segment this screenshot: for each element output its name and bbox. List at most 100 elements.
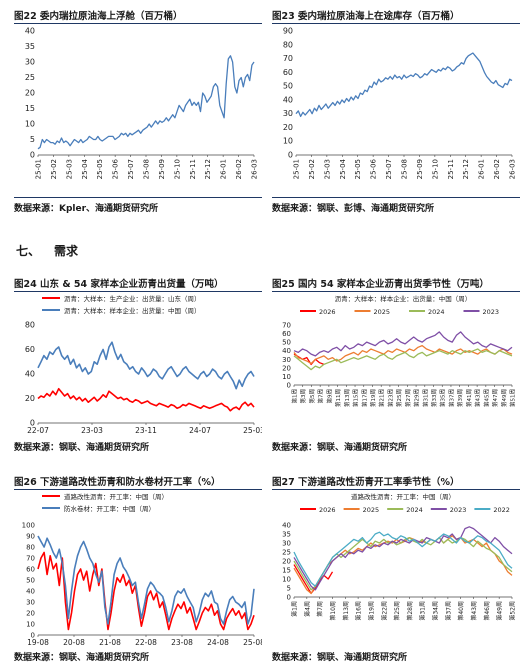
x-tick-label: 第1周 bbox=[291, 601, 299, 617]
y-tick-label: 20 bbox=[283, 123, 293, 132]
y-tick-label: 40 bbox=[25, 27, 35, 36]
y-tick-label: 50 bbox=[26, 577, 35, 585]
x-tick-label: 第16周 bbox=[355, 601, 363, 621]
legend-label: 2023 bbox=[483, 308, 500, 316]
y-tick-label: 0 bbox=[30, 151, 35, 160]
x-tick-label: 第5周 bbox=[308, 389, 316, 404]
legend-label: 2025 bbox=[374, 308, 391, 316]
legend-header: 沥青：大样本：样本企业：出货量：中国（周） bbox=[335, 294, 472, 303]
data-source: 数据来源：钢联、海通期货研究所 bbox=[14, 443, 150, 453]
figure-title: 图22 委内瑞拉原油海上浮舱（百万桶） bbox=[14, 11, 183, 22]
x-tick-label: 第37周 bbox=[444, 601, 452, 621]
section-heading: 七、 需求 bbox=[16, 242, 92, 259]
series-line bbox=[37, 55, 255, 150]
x-tick-label: 25-03 bbox=[323, 159, 331, 179]
legend-label: 2024 bbox=[428, 308, 445, 316]
y-tick-label: 40 bbox=[282, 347, 291, 355]
x-tick-label: 23-03 bbox=[81, 426, 103, 435]
x-tick-label: 25-01 bbox=[293, 159, 301, 179]
x-tick-label: 24-08 bbox=[207, 638, 229, 645]
x-tick-label: 25-08 bbox=[401, 159, 409, 179]
x-tick-label: 第4周 bbox=[303, 601, 311, 617]
y-tick-label: 25 bbox=[25, 73, 35, 82]
y-tick-label: 90 bbox=[26, 533, 35, 541]
x-tick-label: 第22周 bbox=[380, 601, 388, 621]
data-source: 数据来源：Kpler、海通期货研究所 bbox=[14, 204, 159, 214]
x-tick-label: 第3周 bbox=[299, 389, 307, 404]
x-tick-label: 第51周 bbox=[509, 389, 517, 407]
x-tick-label: 25-06 bbox=[370, 158, 378, 179]
x-tick-label: 第49周 bbox=[500, 389, 508, 407]
data-source: 数据来源：钢联、海通期货研究所 bbox=[272, 653, 408, 663]
x-tick-label: 第13周 bbox=[343, 389, 351, 407]
x-tick-label: 第28周 bbox=[406, 601, 414, 621]
line-chart: 道路改性沥青：开工率：中国（周） 2026 2025 2024 2023 2022 0510… bbox=[282, 492, 517, 621]
title-rule bbox=[14, 291, 262, 292]
y-tick-label: 10 bbox=[26, 621, 35, 629]
x-tick-label: 25-05 bbox=[96, 159, 104, 179]
x-tick-label: 26-03 bbox=[251, 159, 259, 179]
legend-label: 2026 bbox=[319, 308, 336, 316]
x-tick-label: 25-08 bbox=[243, 638, 262, 645]
y-tick-label: 60 bbox=[26, 566, 35, 574]
line-chart: 0 5 10 15 20 25 30 35 40 25-01 25-02 25-03 25-04 25-0… bbox=[25, 27, 259, 180]
line-chart: 沥青：大样本：生产企业：出货量：山东（周） 沥青：大样本：样本企业：出货量：中国（… bbox=[25, 294, 262, 435]
x-tick-label: 22-07 bbox=[27, 426, 49, 435]
series-line bbox=[293, 536, 513, 591]
x-tick-label: 第15周 bbox=[352, 389, 360, 407]
x-tick-label: 25-12 bbox=[204, 159, 212, 179]
x-tick-label: 26-01 bbox=[220, 159, 228, 179]
source-rule bbox=[272, 197, 520, 198]
x-tick-label: 第49周 bbox=[496, 601, 504, 621]
y-tick-label: 35 bbox=[25, 42, 35, 51]
x-tick-label: 25-10 bbox=[431, 159, 439, 179]
y-tick-label: 80 bbox=[26, 544, 35, 552]
y-tick-label: 70 bbox=[282, 322, 291, 330]
y-tick-label: 90 bbox=[283, 27, 293, 36]
y-tick-label: 50 bbox=[283, 82, 293, 91]
x-tick-label: 第25周 bbox=[395, 389, 403, 407]
y-tick-label: 0 bbox=[288, 151, 293, 160]
y-tick-label: 30 bbox=[283, 109, 293, 118]
y-tick-label: 10 bbox=[283, 137, 293, 146]
x-tick-label: 第23周 bbox=[386, 389, 394, 407]
y-tick-label: 60 bbox=[283, 68, 293, 77]
x-tick-label: 第31周 bbox=[421, 389, 429, 407]
x-tick-label: 25-04 bbox=[81, 158, 89, 179]
y-tick-label: 0 bbox=[30, 419, 35, 428]
y-tick-label: 100 bbox=[22, 522, 35, 530]
legend-label: 2023 bbox=[450, 506, 467, 514]
x-tick-label: 23-11 bbox=[135, 426, 157, 435]
line-chart: 0 10 20 30 40 50 60 70 80 90 25-01 25-02 25-03 25-04 2… bbox=[283, 27, 517, 180]
legend-label: 2022 bbox=[493, 506, 510, 514]
y-tick-label: 50 bbox=[282, 339, 291, 347]
x-tick-label: 25-12 bbox=[462, 159, 470, 179]
section-label: 需求 bbox=[54, 244, 79, 258]
x-tick-label: 26-02 bbox=[493, 159, 501, 179]
y-tick-label: 40 bbox=[25, 370, 35, 379]
legend-label: 2024 bbox=[406, 506, 423, 514]
x-tick-label: 第17周 bbox=[360, 389, 368, 407]
x-tick-label: 第37周 bbox=[447, 389, 455, 407]
series-line bbox=[37, 535, 255, 625]
x-tick-label: 25-03 bbox=[243, 426, 262, 435]
x-tick-label: 第33周 bbox=[430, 389, 438, 407]
x-tick-label: 25-06 bbox=[112, 158, 120, 179]
series-line bbox=[293, 348, 513, 371]
x-tick-label: 第43周 bbox=[470, 601, 478, 621]
y-tick-label: 20 bbox=[26, 610, 35, 618]
legend-label: 防水卷材：开工率：中国（周） bbox=[64, 504, 155, 513]
series-line bbox=[293, 353, 325, 366]
title-rule bbox=[272, 489, 520, 490]
x-tick-label: 第43周 bbox=[474, 389, 482, 407]
x-tick-label: 25-08 bbox=[143, 159, 151, 179]
series-line bbox=[293, 526, 513, 591]
figure-title: 图24 山东 & 54 家样本企业沥青出货量（万吨） bbox=[14, 279, 224, 290]
series-line bbox=[37, 341, 255, 390]
y-tick-label: 15 bbox=[282, 567, 291, 575]
figure-title: 图25 国内 54 家样本企业沥青出货季节性（万吨） bbox=[272, 279, 489, 290]
x-tick-label: 第34周 bbox=[432, 601, 440, 621]
x-tick-label: 第52周 bbox=[509, 601, 517, 621]
y-tick-label: 30 bbox=[282, 356, 291, 364]
legend-label: 沥青：大样本：生产企业：出货量：山东（周） bbox=[64, 294, 201, 303]
